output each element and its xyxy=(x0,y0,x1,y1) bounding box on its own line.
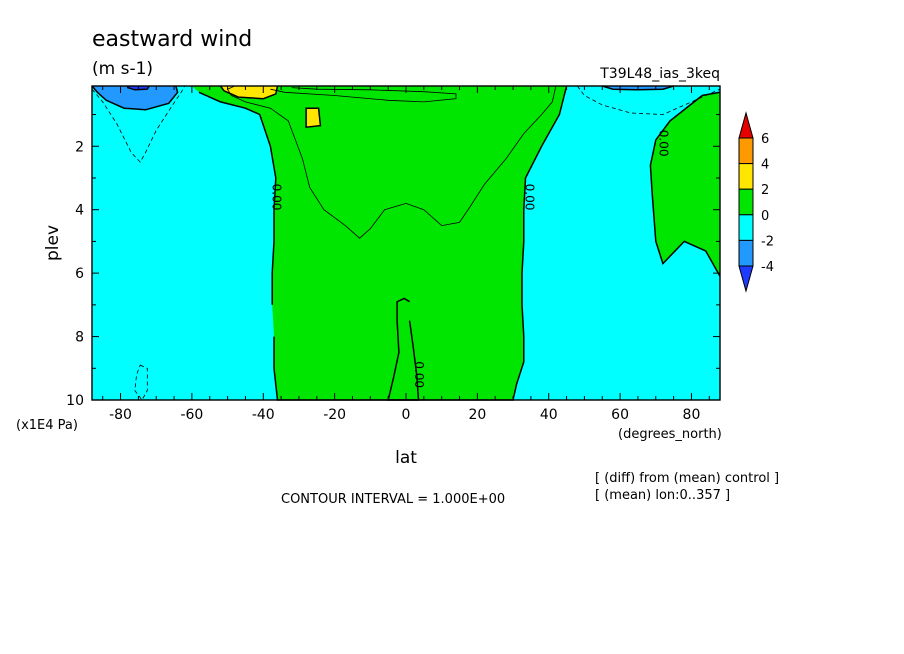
contour-labels: 0.00 0.00 0.00 0.00 xyxy=(269,130,670,388)
y-tick-label: 8 xyxy=(75,330,84,346)
contour-line-4 xyxy=(126,85,150,91)
colorbar-label: 6 xyxy=(761,132,769,147)
note-diff: [ (diff) from (mean) control ] xyxy=(595,471,779,486)
colorbar-label: 2 xyxy=(761,183,769,198)
x-tick-label: 60 xyxy=(611,407,629,423)
contour-line-9 xyxy=(134,364,148,401)
colorbar-label: -4 xyxy=(761,260,774,275)
contour-fills xyxy=(92,86,720,400)
contour-label-0: 0.00 xyxy=(269,184,283,211)
zero-contour-west xyxy=(198,91,277,305)
x-axis-units: (degrees_north) xyxy=(618,427,722,442)
run-label: T39L48_ias_3keq xyxy=(599,66,720,82)
contour-line-5 xyxy=(227,85,557,239)
region-0 xyxy=(191,86,567,400)
zero-contour-east xyxy=(387,85,568,401)
colorbar: 6 4 2 0 -2 -4 xyxy=(738,111,774,293)
x-tick-label: 40 xyxy=(540,407,558,423)
colorbar-segment xyxy=(738,137,754,165)
x-tick-label: 0 xyxy=(402,407,411,423)
x-axis-ticks: -80 -60 -40 -20 0 20 40 60 80 xyxy=(102,86,710,423)
colorbar-label: 0 xyxy=(761,209,769,224)
colorbar-segment xyxy=(738,214,754,241)
colorbar-label: 4 xyxy=(761,158,769,173)
y-tick-label: 2 xyxy=(75,139,84,155)
colorbar-bottom-arrow xyxy=(738,265,754,293)
contour-line-8 xyxy=(576,85,721,115)
y-axis-ticks: 2 4 6 8 10 xyxy=(66,114,720,409)
chart-units: (m s-1) xyxy=(92,59,153,79)
chart-title: eastward wind xyxy=(92,27,252,52)
zero-contour-north xyxy=(649,91,721,277)
y-tick-label: 10 xyxy=(66,393,84,409)
y-axis-title: plev xyxy=(43,225,63,261)
region-3 xyxy=(306,108,321,128)
x-tick-label: -80 xyxy=(109,407,132,423)
x-tick-label: -20 xyxy=(323,407,346,423)
contour-line-0 xyxy=(305,107,322,129)
colorbar-segment xyxy=(738,239,754,267)
region-4 xyxy=(92,86,178,110)
y-tick-label: 4 xyxy=(75,203,84,219)
contour-label-1: 0.00 xyxy=(523,184,537,211)
x-tick-label: 20 xyxy=(468,407,486,423)
contour-label-3: 0.00 xyxy=(656,130,670,157)
x-tick-label: -40 xyxy=(252,407,275,423)
colorbar-top-arrow xyxy=(738,111,754,139)
x-tick-label: -60 xyxy=(180,407,203,423)
colorbar-label: -2 xyxy=(761,234,774,249)
colorbar-segment xyxy=(738,188,754,216)
x-axis-title: lat xyxy=(395,448,417,468)
region-1 xyxy=(650,92,720,277)
contour-interval: CONTOUR INTERVAL = 1.000E+00 xyxy=(281,492,505,507)
colorbar-segment xyxy=(738,163,754,190)
y-axis-units: (x1E4 Pa) xyxy=(16,418,78,433)
contour-label-2: 0.00 xyxy=(412,361,426,388)
contour-line-7 xyxy=(91,85,186,163)
x-tick-label: 80 xyxy=(683,407,701,423)
y-tick-label: 6 xyxy=(75,266,84,282)
contour-line-1 xyxy=(219,85,279,100)
note-mean: [ (mean) lon:0..357 ] xyxy=(595,488,730,503)
contour-line-2 xyxy=(91,85,179,111)
